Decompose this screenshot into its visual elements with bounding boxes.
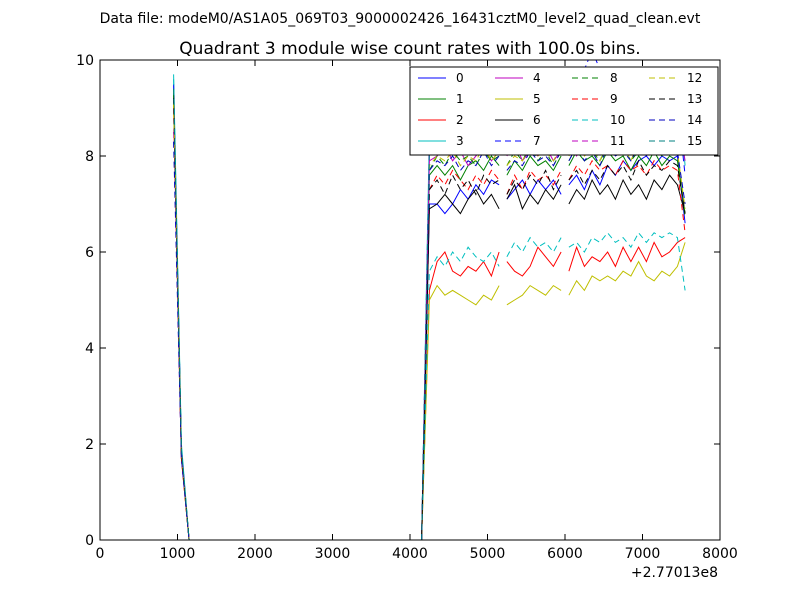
legend-label-5: 5 — [533, 92, 541, 106]
legend-label-0: 0 — [456, 71, 464, 85]
y-tick-label: 10 — [76, 53, 94, 69]
figure-suptitle: Data file: modeM0/AS1A05_069T03_90000024… — [100, 11, 701, 27]
y-tick-label: 8 — [85, 149, 94, 165]
y-tick-label: 6 — [85, 245, 94, 261]
series-line-15 — [173, 78, 686, 540]
x-tick-label: 5000 — [470, 546, 506, 562]
legend-label-3: 3 — [456, 134, 464, 148]
legend-box — [409, 66, 719, 156]
legend-label-12: 12 — [687, 71, 702, 85]
x-axis: 0 1000 2000 3000 4000 5000 6000 7000 8000 — [96, 60, 738, 562]
legend-label-10: 10 — [610, 113, 625, 127]
legend-label-6: 6 — [533, 113, 541, 127]
x-tick-label: 0 — [96, 546, 105, 562]
chart-title: Quadrant 3 module wise count rates with … — [179, 39, 640, 59]
x-tick-label: 8000 — [702, 546, 738, 562]
x-tick-label: 3000 — [315, 546, 351, 562]
legend-label-14: 14 — [687, 113, 702, 127]
y-tick-label: 0 — [85, 533, 94, 549]
legend-label-9: 9 — [610, 92, 618, 106]
x-tick-label: 7000 — [625, 546, 661, 562]
legend-label-1: 1 — [456, 92, 464, 106]
x-axis-offset-label: +2.77013e8 — [631, 565, 718, 581]
x-tick-label: 1000 — [160, 546, 196, 562]
y-tick-label: 2 — [85, 437, 94, 453]
legend-label-4: 4 — [533, 71, 541, 85]
y-tick-label: 4 — [85, 341, 94, 357]
legend-label-7: 7 — [533, 134, 541, 148]
x-tick-label: 2000 — [237, 546, 273, 562]
legend-label-13: 13 — [687, 92, 702, 106]
legend-label-11: 11 — [610, 134, 625, 148]
legend-label-15: 15 — [687, 134, 702, 148]
x-tick-label: 6000 — [547, 546, 583, 562]
x-tick-label: 4000 — [392, 546, 428, 562]
legend-label-8: 8 — [610, 71, 618, 85]
legend-label-2: 2 — [456, 113, 464, 127]
